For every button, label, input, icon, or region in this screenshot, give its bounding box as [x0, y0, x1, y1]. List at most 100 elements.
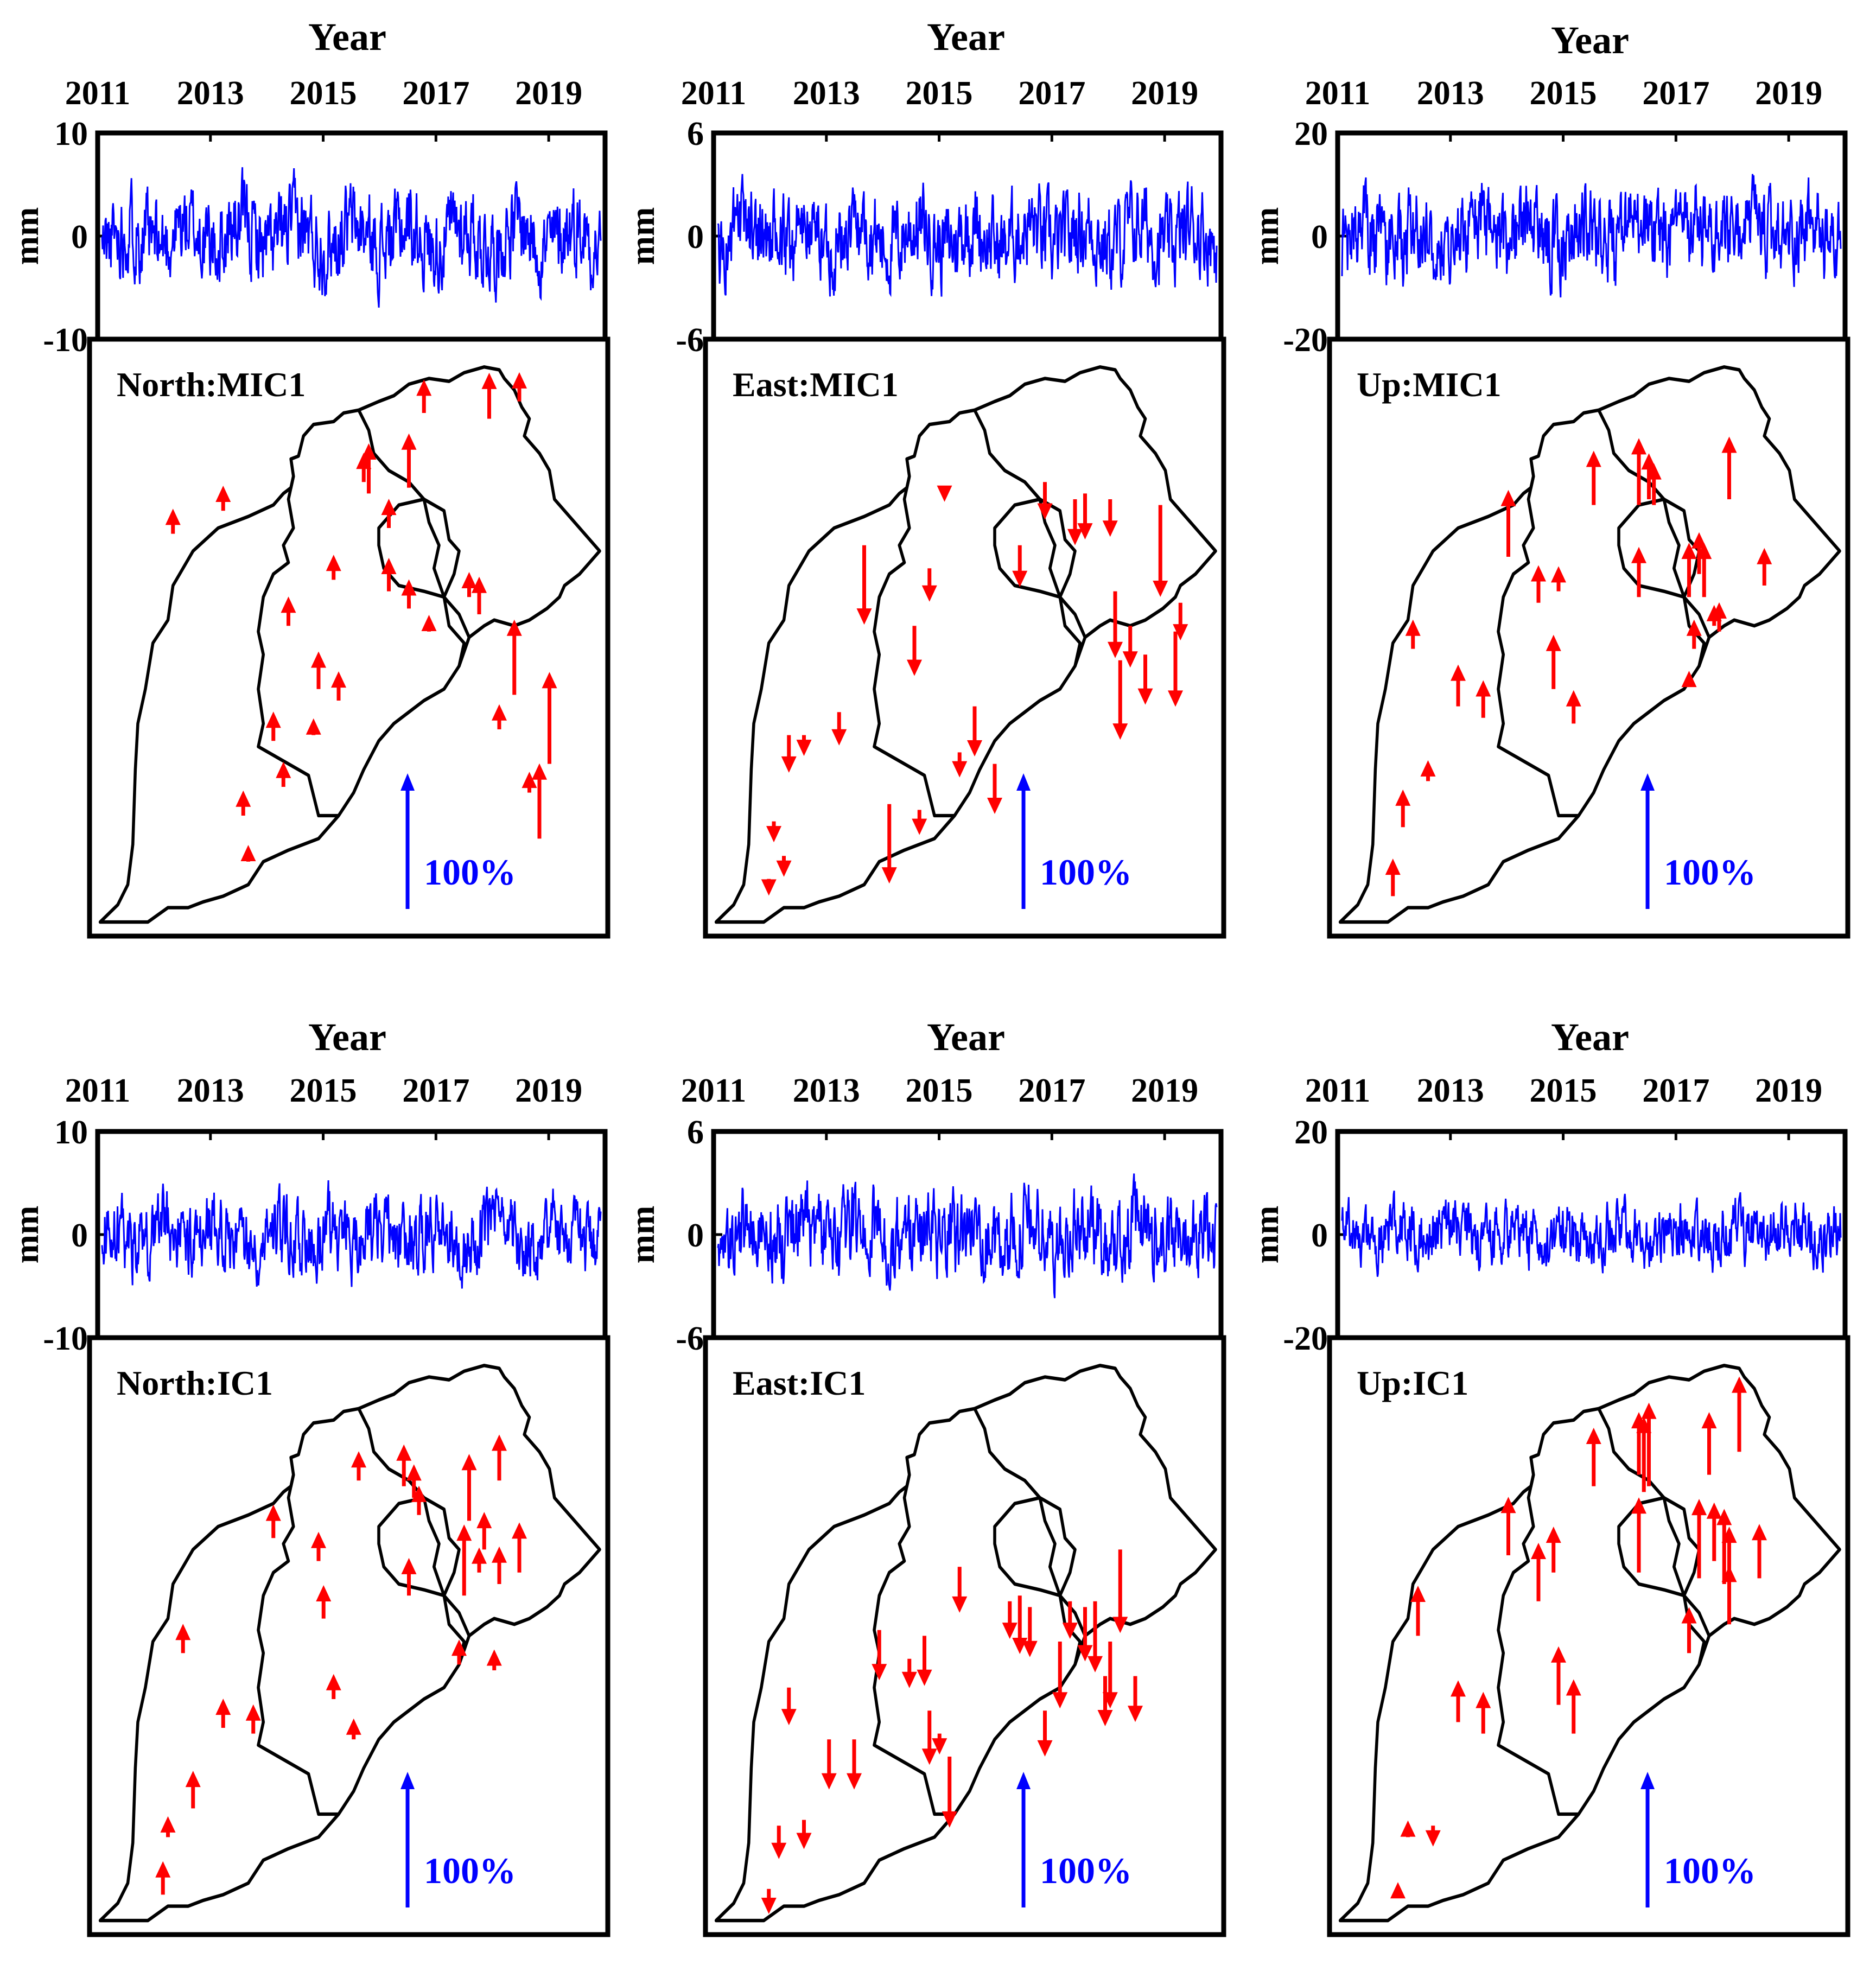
arrow-head [1385, 859, 1401, 875]
arrow-head [1122, 651, 1138, 668]
ytick-label: 10 [54, 116, 88, 152]
displacement-arrow [532, 763, 547, 839]
panel-title: Year [927, 1015, 1005, 1059]
ytick-labels: 20 0 -20 [1283, 1114, 1328, 1357]
displacement-arrow [1721, 1566, 1737, 1625]
arrow-head [1022, 1640, 1038, 1657]
displacement-arrow [1052, 1642, 1068, 1709]
displacement-arrow [1405, 619, 1421, 649]
ytick-label: 20 [1294, 116, 1328, 152]
displacement-arrow [932, 1733, 947, 1755]
xtick-label: 2019 [1755, 1072, 1822, 1109]
displacement-arrow [215, 486, 231, 511]
series-line [101, 1180, 602, 1289]
displacement-arrow [1646, 463, 1662, 505]
displacement-arrow [1500, 489, 1516, 557]
arrow-head [1500, 489, 1516, 506]
map-plot: Up:IC1 100% [1327, 1335, 1850, 1937]
arrow-head [506, 619, 522, 636]
arrow-head [1546, 1527, 1561, 1543]
arrow-head [1706, 1502, 1722, 1519]
arrow-head [1062, 1623, 1078, 1639]
arrow-head [1128, 1706, 1143, 1722]
arrow-head [1691, 532, 1707, 549]
panel-title: Year [927, 15, 1005, 59]
displacement-arrow [331, 671, 346, 701]
arrow-head [160, 1816, 176, 1833]
xtick-label: 2013 [177, 1072, 244, 1109]
displacement-arrow [1067, 499, 1083, 545]
displacement-arrow [481, 372, 497, 419]
xtick-label: 2013 [177, 75, 244, 112]
arrow-head [1551, 566, 1566, 583]
displacement-arrow [1420, 760, 1436, 781]
arrow-head [917, 1669, 932, 1686]
displacement-arrow [185, 1771, 201, 1809]
displacement-arrow [761, 879, 777, 896]
displacement-arrow [1500, 1497, 1516, 1555]
arrow-head [831, 729, 847, 746]
arrow-head [1012, 570, 1028, 587]
arrow-head [1696, 543, 1712, 559]
arrow-head [796, 1833, 812, 1849]
xtick-label: 2013 [793, 1072, 860, 1109]
ytick-label: 0 [687, 219, 704, 256]
arrow-head [356, 453, 372, 469]
map-label: Up:IC1 [1357, 1364, 1468, 1402]
displacement-arrow [1706, 1502, 1722, 1561]
arrow-head [921, 1748, 937, 1765]
map-plot: East:IC1 100% [703, 1335, 1226, 1937]
displacement-arrow [1546, 634, 1561, 689]
xtick-label: 2015 [906, 75, 973, 112]
displacement-arrow [907, 626, 922, 676]
arrow-head [1757, 548, 1772, 564]
ytick-label: -20 [1283, 322, 1328, 359]
arrow-head [532, 763, 547, 780]
displacement-arrow [381, 499, 397, 528]
series-line [717, 1173, 1218, 1299]
displacement-arrow [461, 1454, 477, 1521]
displacement-arrow [461, 572, 477, 597]
reference-arrow-head [1640, 773, 1655, 791]
arrow-head [781, 756, 797, 773]
arrow-head [1551, 1646, 1566, 1663]
xtick-labels: 2011 2013 2015 2017 2019 [1305, 1072, 1822, 1109]
displacement-arrow [1476, 680, 1491, 718]
map-label: Up:MIC1 [1357, 365, 1502, 404]
displacement-arrow [1153, 505, 1168, 597]
arrow-head [461, 1454, 477, 1471]
arrow-head [1631, 546, 1646, 563]
displacement-arrow [326, 555, 341, 580]
xtick-label: 2015 [1530, 75, 1597, 112]
arrow-head [1077, 523, 1093, 540]
arrow-head [401, 433, 417, 450]
ytick-labels: 6 0 -6 [676, 1114, 704, 1357]
arrow-head [1108, 641, 1123, 658]
y-axis-label: mm [623, 207, 662, 265]
panel-east-ic1: Year 2011 2013 2015 2017 2019 6 0 -6 mm East:I… [623, 1015, 1226, 1937]
arrow-head [215, 1699, 231, 1715]
displacement-arrow [316, 1585, 332, 1619]
displacement-arrow [937, 485, 952, 502]
displacement-arrow [451, 1639, 467, 1665]
xtick-label: 2017 [1018, 75, 1085, 112]
displacement-arrow [1691, 532, 1707, 574]
arrow-head [937, 485, 952, 502]
reference-arrow [400, 1772, 415, 1907]
arrow-head [396, 1444, 412, 1461]
map-plot: Up:MIC1 100% [1327, 336, 1850, 939]
displacement-arrow [1400, 1820, 1416, 1837]
displacement-arrow [1586, 450, 1601, 505]
displacement-arrow [276, 761, 291, 787]
displacement-arrow [942, 1757, 957, 1828]
displacement-arrow [406, 1464, 422, 1498]
arrow-head [451, 1639, 467, 1656]
arrow-head [492, 1546, 507, 1563]
arrow-head [512, 372, 527, 389]
arrow-head [461, 572, 477, 588]
displacement-arrow [396, 1444, 412, 1486]
arrow-head [492, 704, 507, 721]
displacement-arrow [1451, 1680, 1466, 1722]
displacement-arrow [1012, 545, 1028, 587]
